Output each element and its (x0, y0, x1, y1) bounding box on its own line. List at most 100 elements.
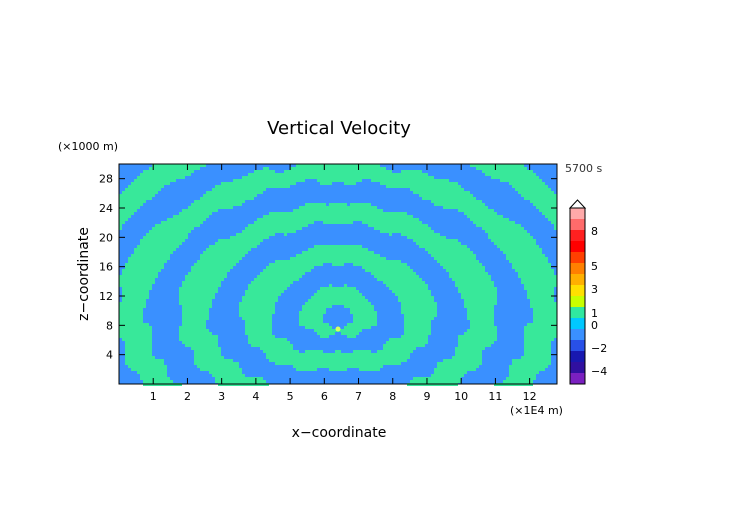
field-cell-positive (194, 308, 197, 311)
field-cell-positive (131, 308, 134, 311)
field-cell-positive (329, 356, 332, 359)
field-cell-positive (554, 203, 557, 206)
field-cell-positive (356, 254, 359, 257)
field-cell-positive (458, 278, 461, 281)
field-cell-positive (329, 287, 332, 290)
field-cell-positive (251, 281, 254, 284)
field-cell-positive (500, 173, 503, 176)
field-cell-positive (200, 263, 203, 266)
field-cell-positive (407, 320, 410, 323)
field-cell-positive (455, 257, 458, 260)
field-cell-positive (485, 344, 488, 347)
field-cell-positive (311, 215, 314, 218)
field-cell-positive (185, 281, 188, 284)
field-cell-positive (374, 260, 377, 263)
field-cell-positive (149, 167, 152, 170)
field-cell-positive (536, 296, 539, 299)
field-cell-positive (329, 353, 332, 356)
field-cell-positive (548, 206, 551, 209)
field-cell-positive (248, 332, 251, 335)
field-cell-positive (137, 263, 140, 266)
field-cell-positive (380, 173, 383, 176)
field-cell-positive (317, 164, 320, 167)
field-cell-positive (488, 209, 491, 212)
field-cell-positive (419, 299, 422, 302)
field-cell-positive (404, 308, 407, 311)
field-cell-positive (203, 347, 206, 350)
field-cell-positive (494, 173, 497, 176)
field-cell-positive (398, 218, 401, 221)
field-cell-positive (140, 197, 143, 200)
field-cell-positive (371, 173, 374, 176)
field-cell-positive (206, 308, 209, 311)
field-cell-positive (293, 182, 296, 185)
field-cell-positive (401, 278, 404, 281)
field-cell-positive (521, 269, 524, 272)
field-cell-positive (395, 182, 398, 185)
field-cell-positive (128, 350, 131, 353)
field-cell-positive (485, 329, 488, 332)
field-cell-positive (224, 185, 227, 188)
field-cell-positive (332, 251, 335, 254)
field-cell-positive (482, 320, 485, 323)
field-cell-positive (305, 251, 308, 254)
field-cell-positive (188, 209, 191, 212)
field-cell-positive (194, 356, 197, 359)
field-cell-positive (140, 239, 143, 242)
field-cell-positive (137, 251, 140, 254)
field-cell-positive (332, 245, 335, 248)
field-cell-positive (209, 245, 212, 248)
field-cell-positive (464, 245, 467, 248)
field-cell-positive (419, 281, 422, 284)
field-cell-positive (341, 302, 344, 305)
field-cell-positive (467, 251, 470, 254)
field-cell-positive (404, 311, 407, 314)
field-cell-positive (470, 353, 473, 356)
field-cell-positive (281, 275, 284, 278)
field-cell-positive (365, 323, 368, 326)
field-cell-positive (128, 188, 131, 191)
field-cell-positive (488, 281, 491, 284)
field-cell-positive (524, 251, 527, 254)
field-cell-positive (458, 290, 461, 293)
field-cell-positive (335, 179, 338, 182)
field-cell-positive (206, 350, 209, 353)
field-cell-positive (515, 188, 518, 191)
field-cell-positive (293, 359, 296, 362)
field-cell-positive (299, 227, 302, 230)
field-cell-positive (425, 233, 428, 236)
field-cell-positive (371, 263, 374, 266)
field-cell-positive (404, 302, 407, 305)
field-cell-positive (533, 353, 536, 356)
field-cell-positive (353, 320, 356, 323)
field-cell-positive (191, 311, 194, 314)
field-cell-positive (284, 218, 287, 221)
field-cell-positive (380, 275, 383, 278)
field-cell-positive (128, 287, 131, 290)
field-cell-positive (476, 284, 479, 287)
field-cell-positive (149, 170, 152, 173)
field-cell-positive (212, 287, 215, 290)
field-cell-positive (533, 350, 536, 353)
field-cell-positive (173, 167, 176, 170)
field-cell-positive (266, 269, 269, 272)
field-cell-positive (245, 179, 248, 182)
field-cell-positive (512, 176, 515, 179)
field-cell-positive (527, 176, 530, 179)
field-cell-positive (353, 317, 356, 320)
field-cell-positive (377, 218, 380, 221)
field-cell-positive (278, 215, 281, 218)
field-cell-positive (302, 167, 305, 170)
field-cell-positive (188, 164, 191, 167)
field-cell-positive (338, 203, 341, 206)
field-cell-positive (248, 245, 251, 248)
field-cell-positive (470, 257, 473, 260)
field-cell-positive (392, 263, 395, 266)
field-cell-positive (407, 329, 410, 332)
field-cell-positive (308, 317, 311, 320)
field-cell-positive (134, 209, 137, 212)
field-cell-positive (254, 320, 257, 323)
field-cell-positive (464, 281, 467, 284)
field-cell-positive (191, 314, 194, 317)
field-cell-positive (248, 287, 251, 290)
